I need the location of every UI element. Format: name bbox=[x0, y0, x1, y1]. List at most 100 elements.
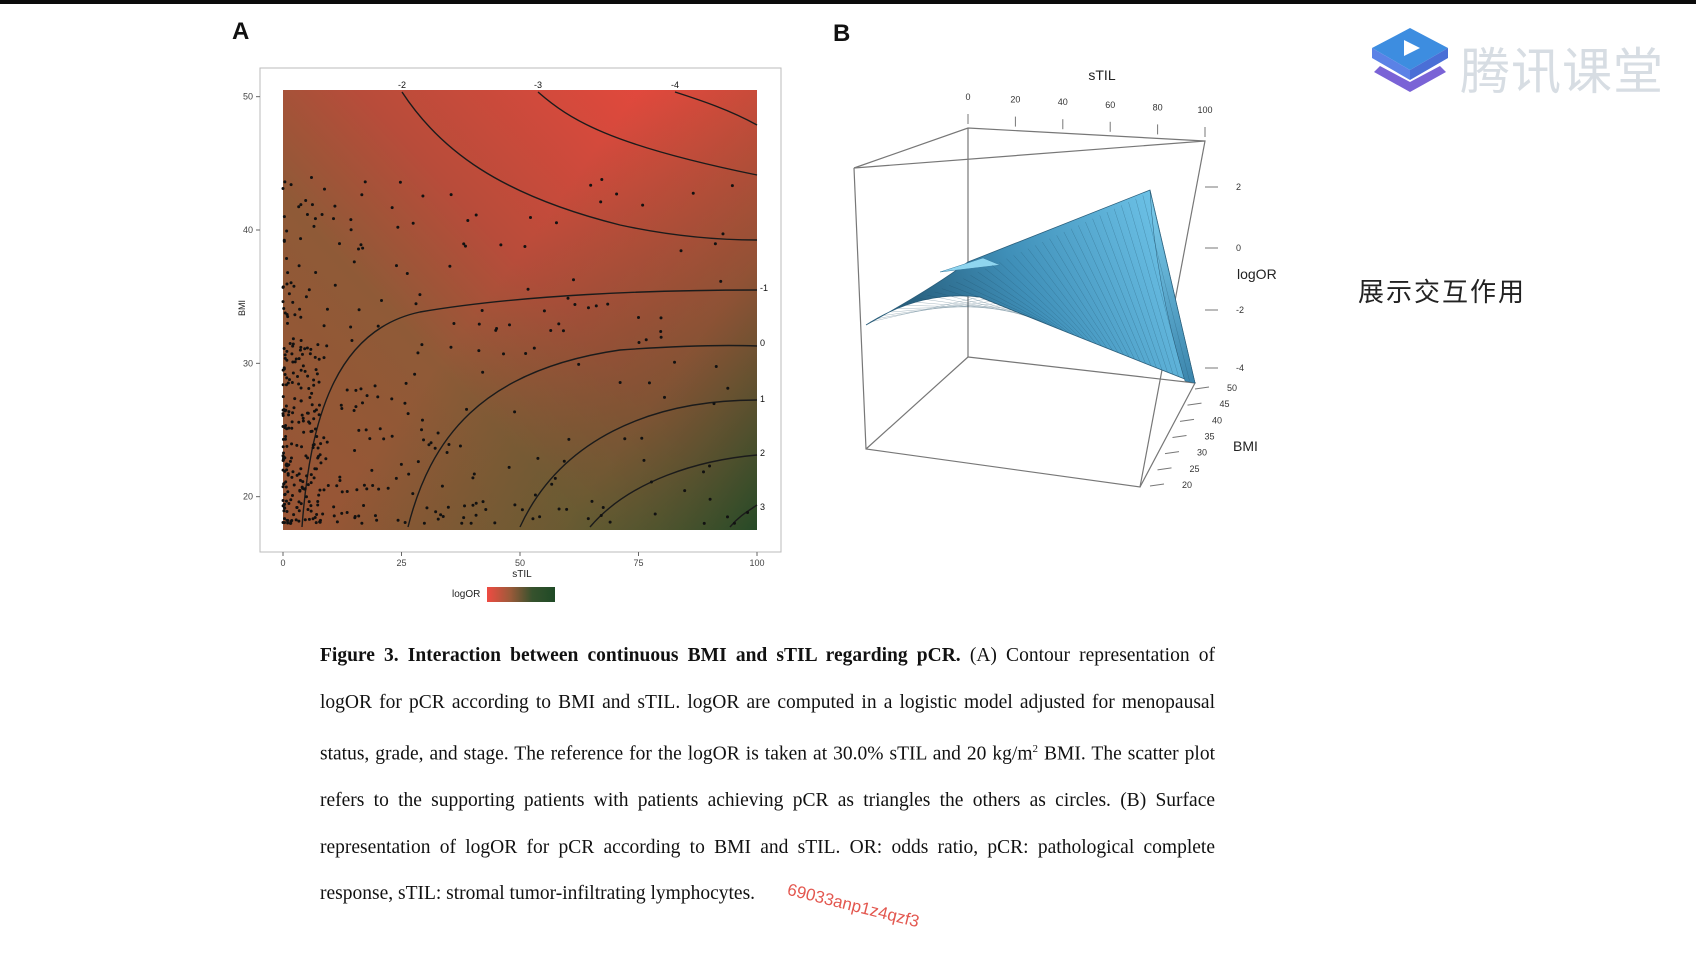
scatter-point bbox=[297, 472, 301, 476]
scatter-point bbox=[357, 514, 361, 518]
scatter-point bbox=[361, 246, 365, 250]
annotation-note: 展示交互作用 bbox=[1358, 278, 1527, 308]
surface-mesh-line bbox=[1013, 255, 1091, 342]
scatter-point bbox=[640, 436, 644, 440]
scatter-point bbox=[292, 513, 296, 517]
scatter-point bbox=[357, 428, 361, 432]
scatter-point bbox=[281, 383, 285, 387]
scatter-point bbox=[283, 437, 287, 441]
bmi-tick-label: 20 bbox=[1182, 480, 1192, 490]
scatter-point bbox=[586, 306, 590, 310]
scatter-point bbox=[294, 518, 298, 522]
scatter-point bbox=[297, 500, 301, 504]
scatter-point bbox=[290, 380, 294, 384]
panel-a-label: A bbox=[232, 18, 250, 45]
scatter-point bbox=[507, 323, 511, 327]
scatter-point bbox=[316, 343, 320, 347]
scatter-point bbox=[471, 503, 475, 507]
scatter-point bbox=[287, 501, 291, 505]
scatter-point bbox=[373, 384, 377, 388]
scatter-point bbox=[302, 430, 306, 434]
scatter-point bbox=[708, 464, 712, 468]
scatter-point bbox=[350, 338, 354, 342]
scatter-point bbox=[318, 453, 322, 457]
scatter-point bbox=[380, 299, 384, 303]
surface-mesh-line bbox=[948, 285, 1041, 322]
scatter-point bbox=[637, 341, 641, 345]
scatter-point bbox=[305, 474, 309, 478]
scatter-point bbox=[542, 309, 546, 313]
surface-mesh-line bbox=[984, 268, 1069, 333]
scatter-point bbox=[618, 380, 622, 384]
x-tick-label: 75 bbox=[633, 558, 643, 568]
scatter-point bbox=[360, 401, 364, 405]
scatter-point bbox=[283, 311, 287, 315]
scatter-point bbox=[286, 315, 290, 319]
scatter-point bbox=[285, 518, 289, 522]
scatter-point bbox=[405, 271, 409, 275]
scatter-point bbox=[466, 218, 470, 222]
scatter-point bbox=[390, 397, 394, 401]
contour-line bbox=[519, 399, 758, 528]
scatter-point bbox=[290, 426, 294, 430]
scatter-point bbox=[365, 487, 369, 491]
scatter-point bbox=[398, 180, 402, 184]
scatter-point bbox=[713, 242, 717, 246]
scatter-point bbox=[281, 485, 285, 489]
scatter-point bbox=[289, 183, 293, 187]
scatter-point bbox=[285, 462, 289, 466]
scatter-point bbox=[708, 497, 712, 501]
scatter-point bbox=[396, 225, 400, 229]
scatter-point bbox=[647, 381, 651, 385]
surface-left-sheet bbox=[865, 189, 1196, 384]
y-tick-label: 40 bbox=[243, 225, 253, 235]
scatter-point bbox=[561, 329, 565, 333]
surface-mesh-line bbox=[905, 305, 1008, 309]
scatter-point bbox=[284, 434, 288, 438]
stil-tick-label: 40 bbox=[1058, 97, 1068, 107]
scatter-point bbox=[371, 483, 375, 487]
scatter-point bbox=[297, 264, 301, 268]
scatter-point bbox=[338, 478, 342, 482]
scatter-point bbox=[359, 387, 363, 391]
scatter-point bbox=[573, 302, 577, 306]
x-tick-label: 25 bbox=[396, 558, 406, 568]
scatter-point bbox=[550, 482, 554, 486]
scatter-point bbox=[297, 509, 301, 513]
surface-mesh-line bbox=[1149, 191, 1196, 384]
scatter-point bbox=[337, 242, 341, 246]
scatter-point bbox=[440, 484, 444, 488]
scatter-point bbox=[623, 437, 627, 441]
scatter-point bbox=[513, 410, 517, 414]
scatter-point bbox=[416, 351, 420, 355]
scatter-point bbox=[436, 431, 440, 435]
scatter-point bbox=[439, 513, 443, 517]
surface-mesh-line bbox=[977, 271, 1063, 331]
scatter-point bbox=[474, 513, 478, 517]
scatter-point bbox=[319, 461, 323, 465]
scatter-point bbox=[354, 405, 358, 409]
stil-tick-label: 20 bbox=[1010, 95, 1020, 105]
scatter-point bbox=[283, 492, 287, 496]
scatter-point bbox=[285, 256, 289, 260]
scatter-point bbox=[291, 371, 295, 375]
scatter-point bbox=[414, 302, 418, 306]
scatter-point bbox=[297, 382, 301, 386]
scatter-point bbox=[289, 521, 293, 525]
scatter-point bbox=[314, 270, 318, 274]
scatter-point bbox=[345, 388, 349, 392]
scatter-point bbox=[345, 489, 349, 493]
scatter-point bbox=[316, 503, 320, 507]
scatter-point bbox=[474, 501, 478, 505]
surface-mesh-line bbox=[1142, 195, 1190, 381]
scatter-point bbox=[282, 366, 286, 370]
scatter-point bbox=[282, 215, 286, 219]
scatter-point bbox=[549, 329, 553, 333]
scatter-point bbox=[304, 199, 308, 203]
scatter-point bbox=[536, 456, 540, 460]
bmi-tick-mark bbox=[1157, 467, 1172, 471]
scatter-point bbox=[309, 347, 313, 351]
play-icon bbox=[1372, 28, 1448, 92]
figure-caption: Figure 3. Interaction between continuous… bbox=[320, 633, 1215, 918]
scatter-point bbox=[304, 295, 308, 299]
